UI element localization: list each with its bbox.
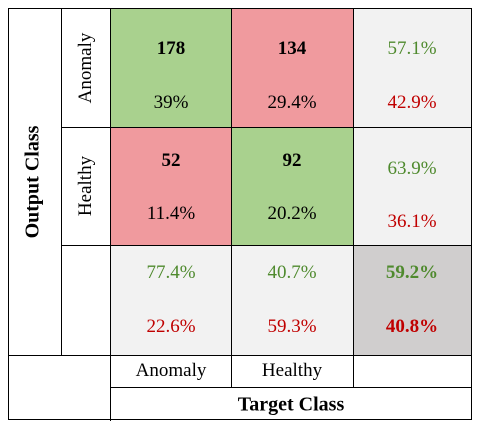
col-label-healthy: Healthy [261,360,323,381]
col-summary-anomaly-correct: 77.4% [146,262,196,283]
overall-error: 40.8% [385,316,439,337]
y-axis-title: Output Class [21,125,44,239]
percent-healthy-healthy: 20.2% [267,203,317,224]
cell-anomaly-healthy [231,9,353,127]
grid-line [353,9,354,387]
grid-line [110,9,111,421]
confusion-matrix: Output Class Target Class Anomaly Health… [8,8,472,421]
grid-line [231,9,232,387]
count-anomaly-anomaly: 178 [156,38,186,59]
count-healthy-healthy: 92 [282,150,302,171]
row-summary-healthy-incorrect: 36.1% [387,211,437,232]
grid-line [61,245,471,246]
overall-accuracy: 59.2% [385,262,439,283]
col-summary-healthy [231,245,353,355]
row-label-anomaly: Anomaly [75,32,96,104]
count-healthy-anomaly: 52 [161,150,181,171]
grid-line [110,387,471,388]
percent-healthy-anomaly: 11.4% [146,203,196,224]
cell-healthy-anomaly [111,127,231,245]
col-label-anomaly: Anomaly [135,360,207,381]
percent-anomaly-healthy: 29.4% [267,92,317,113]
row-summary-anomaly-incorrect: 42.9% [387,92,437,113]
cell-healthy-healthy [231,127,353,245]
col-summary-anomaly [111,245,231,355]
overall-accuracy-cell [353,245,471,355]
count-anomaly-healthy: 134 [277,38,307,59]
row-summary-healthy-correct: 63.9% [387,158,437,179]
x-axis-title: Target Class [237,393,345,416]
grid-line [61,127,471,128]
percent-anomaly-anomaly: 39% [153,92,189,113]
col-summary-healthy-correct: 40.7% [267,262,317,283]
col-summary-anomaly-incorrect: 22.6% [146,316,196,337]
row-label-healthy: Healthy [75,155,96,217]
row-summary-anomaly [353,9,471,127]
row-summary-anomaly-correct: 57.1% [387,38,437,59]
grid-line [9,355,471,356]
grid-line [61,9,62,355]
cell-anomaly-anomaly [111,9,231,127]
row-summary-healthy [353,127,471,245]
col-summary-healthy-incorrect: 59.3% [267,316,317,337]
